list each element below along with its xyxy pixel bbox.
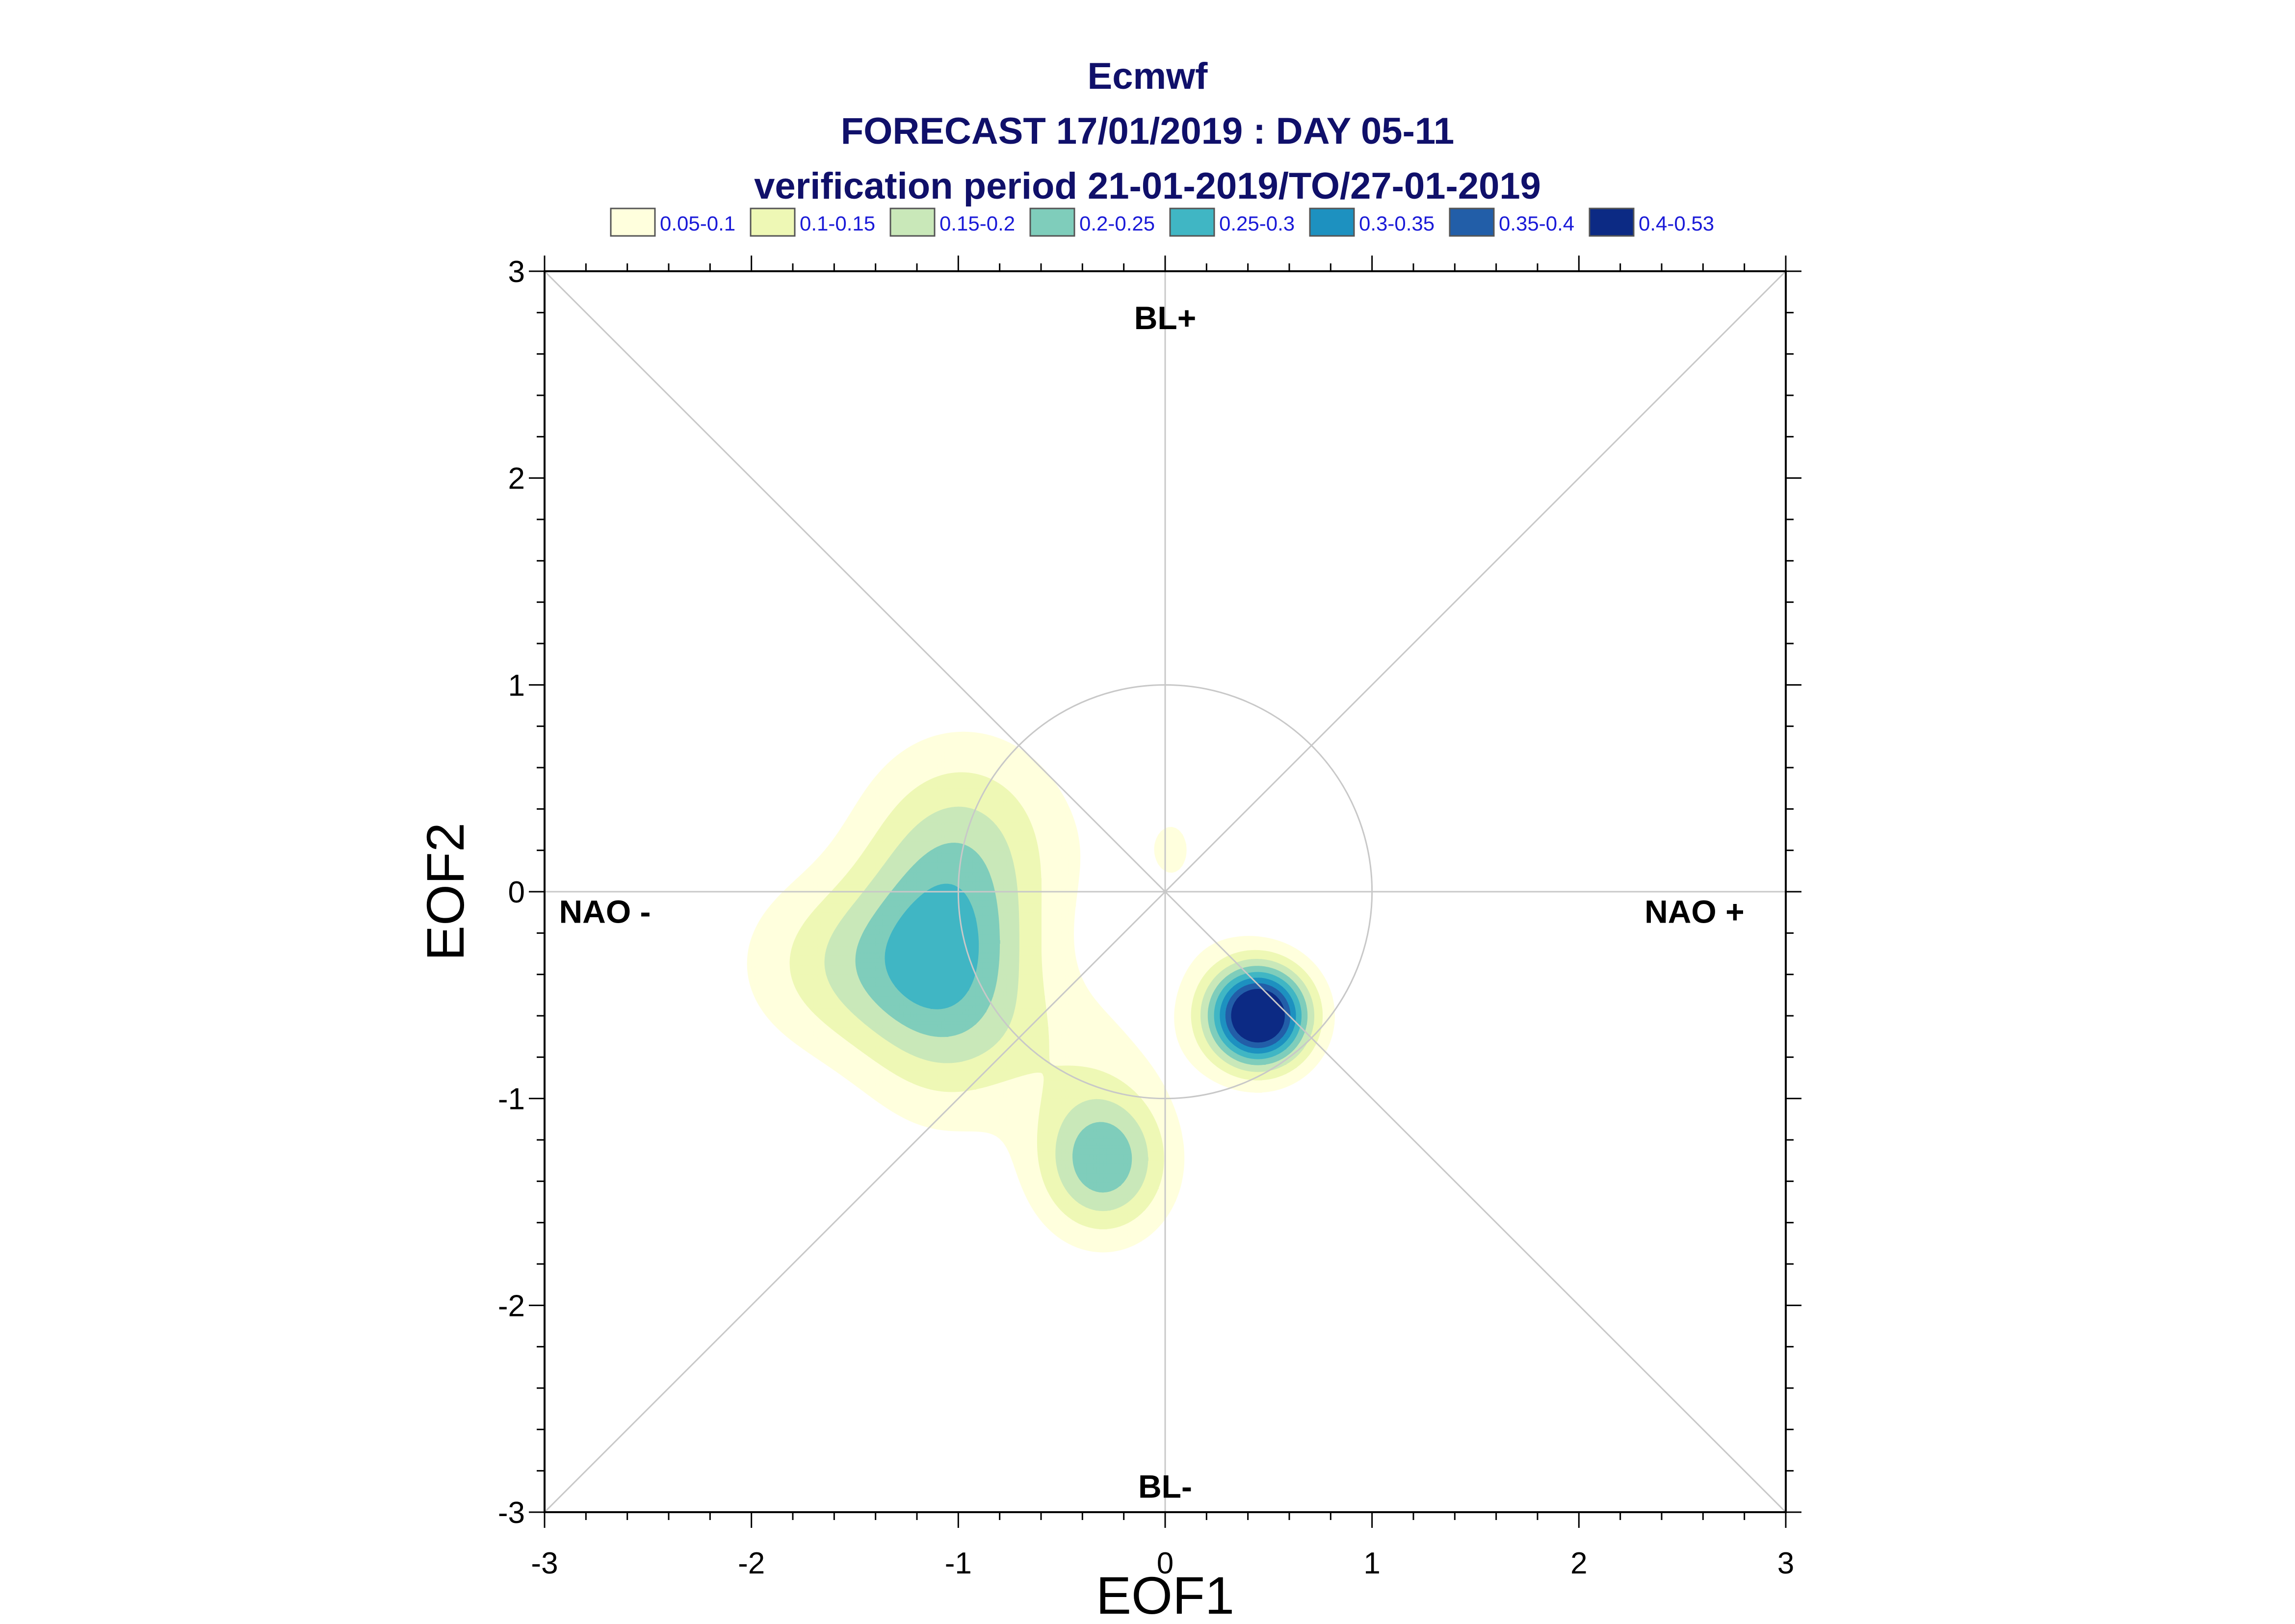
reference-guides xyxy=(544,270,1787,1513)
legend: 0.05-0.1 0.1-0.15 0.15-0.2 0.2-0.25 0.25-0.3… xyxy=(610,207,1714,237)
unit-circle xyxy=(957,684,1373,1100)
legend-swatch-4 xyxy=(1169,207,1215,237)
legend-label-0: 0.05-0.1 xyxy=(660,212,735,235)
legend-swatch-2 xyxy=(889,207,936,237)
x-tick-label-5: 2 xyxy=(1570,1547,1587,1580)
legend-swatch-0 xyxy=(610,207,656,237)
chart-subtitle-period: verification period 21-01-2019/TO/27-01-… xyxy=(754,165,1541,207)
x-tick-label-3: 0 xyxy=(1157,1547,1174,1580)
diagonal-guide-2 xyxy=(544,270,1787,1513)
density-contours xyxy=(747,731,1335,1253)
x-tick-label-2: -1 xyxy=(945,1547,972,1580)
legend-label-6: 0.35-0.4 xyxy=(1499,212,1574,235)
y-tick-label-2: -1 xyxy=(498,1083,525,1116)
regime-label-bl-plus: BL+ xyxy=(1134,300,1197,336)
y-axis-label: EOF2 xyxy=(416,823,475,961)
chart-title: Ecmwf xyxy=(1087,55,1208,97)
x-tick-label-6: 3 xyxy=(1777,1547,1794,1580)
legend-label-4: 0.25-0.3 xyxy=(1219,212,1295,235)
axis-ticks: -3 -2 -1 0 1 2 3 -3 -2 -1 0 1 2 3 xyxy=(498,255,1801,1580)
x-tick-label-0: -3 xyxy=(531,1547,558,1580)
legend-swatch-1 xyxy=(750,207,796,237)
legend-swatch-5 xyxy=(1309,207,1355,237)
regime-label-bl-minus: BL- xyxy=(1138,1468,1192,1504)
legend-label-3: 0.2-0.25 xyxy=(1079,212,1155,235)
chart-subtitle-forecast: FORECAST 17/01/2019 : DAY 05-11 xyxy=(840,110,1455,152)
y-tick-label-3: 0 xyxy=(508,876,525,909)
x-tick-label-4: 1 xyxy=(1363,1547,1380,1580)
legend-swatch-7 xyxy=(1589,207,1635,237)
y-tick-label-4: 1 xyxy=(508,669,525,702)
legend-label-1: 0.1-0.15 xyxy=(800,212,875,235)
legend-label-7: 0.4-0.53 xyxy=(1639,212,1714,235)
legend-swatch-3 xyxy=(1029,207,1075,237)
y-tick-label-5: 2 xyxy=(508,462,525,496)
y-tick-label-6: 3 xyxy=(508,255,525,289)
legend-swatch-6 xyxy=(1449,207,1495,237)
y-tick-label-0: -3 xyxy=(498,1496,525,1530)
density-level-7 xyxy=(1231,989,1285,1043)
regime-label-nao-plus: NAO + xyxy=(1644,893,1745,929)
x-tick-label-1: -2 xyxy=(738,1547,765,1580)
regime-label-nao-minus: NAO - xyxy=(559,893,651,929)
y-tick-label-1: -2 xyxy=(498,1289,525,1323)
legend-label-5: 0.3-0.35 xyxy=(1359,212,1434,235)
chart-title-block: Ecmwf FORECAST 17/01/2019 : DAY 05-11 ve… xyxy=(0,49,2295,214)
legend-label-2: 0.15-0.2 xyxy=(939,212,1015,235)
x-axis-label: EOF1 xyxy=(1096,1566,1234,1624)
